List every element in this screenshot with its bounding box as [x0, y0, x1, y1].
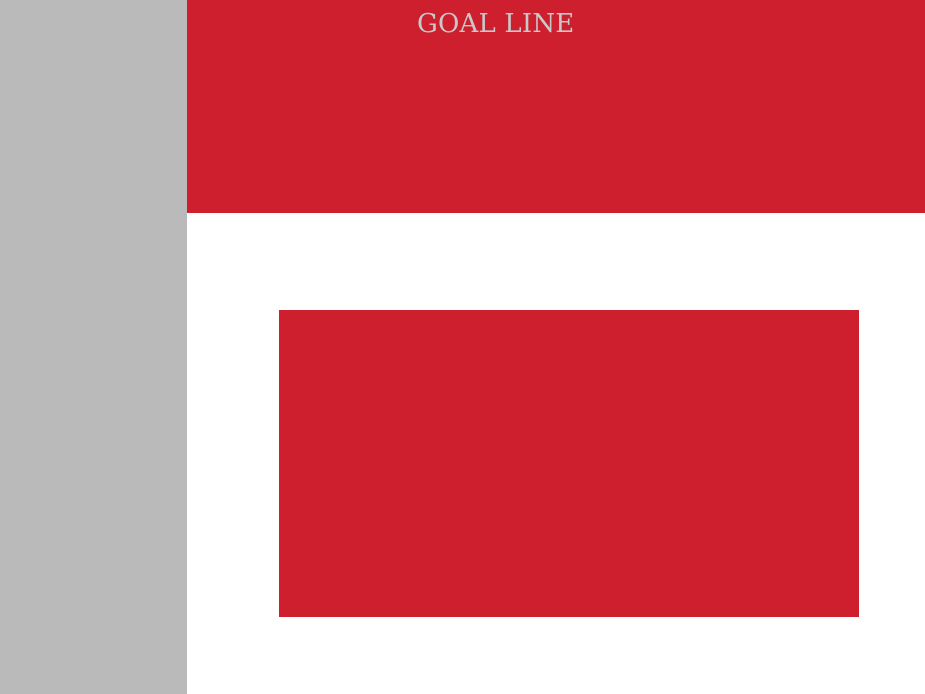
header-banner: GOAL LINE — [187, 0, 925, 213]
page-title: GOAL LINE — [417, 9, 575, 39]
content-panel — [279, 310, 859, 617]
main-content — [187, 213, 925, 694]
sidebar — [0, 0, 187, 694]
